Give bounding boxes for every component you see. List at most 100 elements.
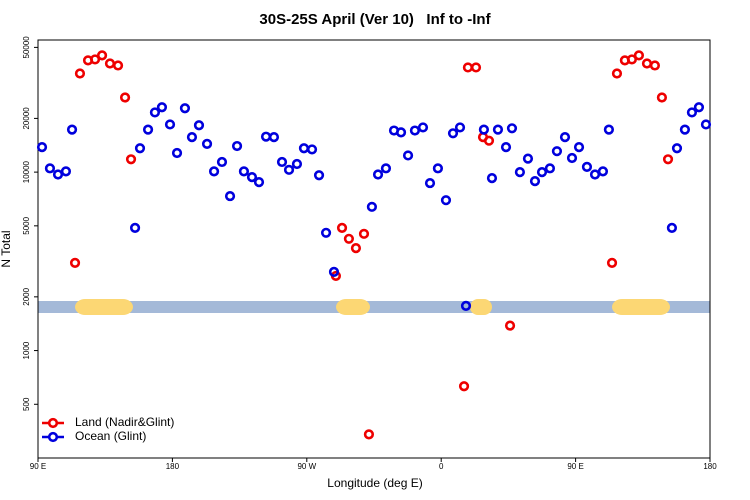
plot-frame: [37, 39, 711, 459]
land-patch: [470, 299, 492, 315]
point: [238, 166, 250, 177]
point: [693, 102, 705, 113]
x-tick-label: 180: [166, 462, 180, 471]
point: [44, 163, 56, 174]
point: [611, 68, 623, 79]
land-strip: [38, 299, 710, 315]
point: [551, 146, 563, 157]
point: [306, 144, 318, 155]
point: [156, 102, 168, 113]
point: [522, 153, 534, 164]
point: [486, 173, 498, 184]
y-tick-label: 20000: [22, 107, 31, 130]
land-patch: [75, 299, 133, 315]
point: [74, 68, 86, 79]
point: [440, 195, 452, 206]
point: [626, 54, 637, 65]
point: [447, 128, 459, 139]
point: [432, 163, 444, 174]
point: [559, 132, 571, 143]
point: [603, 124, 615, 135]
point: [179, 103, 191, 114]
point: [89, 54, 101, 65]
point: [460, 300, 472, 311]
point: [66, 124, 78, 135]
legend-label: Land (Nadir&Glint): [75, 415, 174, 429]
point: [409, 125, 421, 136]
point: [483, 135, 495, 146]
point: [343, 233, 355, 244]
point: [402, 150, 414, 161]
point: [104, 58, 116, 69]
point: [36, 142, 48, 153]
point: [52, 169, 64, 180]
point: [606, 257, 618, 268]
point: [478, 124, 490, 135]
point: [458, 381, 470, 392]
point: [649, 60, 660, 71]
point: [125, 154, 137, 165]
point: [216, 156, 228, 168]
point: [171, 147, 183, 159]
point: [573, 142, 585, 153]
point: [544, 163, 556, 174]
point: [112, 60, 124, 71]
x-axis-label: Longitude (deg E): [327, 476, 422, 490]
x-tick-label: 90 E: [567, 462, 583, 471]
point: [417, 122, 429, 133]
y-tick-label: 1000: [22, 341, 31, 359]
point: [363, 429, 375, 440]
y-tick-label: 2000: [22, 287, 31, 305]
ocean-band: [38, 301, 710, 313]
point: [536, 167, 548, 178]
point: [514, 167, 525, 178]
point: [470, 62, 482, 73]
point: [633, 50, 645, 61]
point: [424, 177, 436, 189]
point: [679, 124, 691, 135]
point: [298, 143, 310, 154]
point: [231, 140, 243, 152]
point: [662, 154, 674, 165]
point: [268, 132, 280, 143]
x-tick-label: 180: [703, 462, 717, 471]
point: [581, 161, 593, 172]
point: [506, 123, 518, 134]
point: [208, 166, 220, 177]
legend-label: Ocean (Glint): [75, 429, 146, 443]
x-tick-label: 0: [439, 462, 444, 471]
land-patch: [612, 299, 670, 315]
legend-marker: [47, 417, 59, 429]
point: [60, 166, 72, 177]
point: [589, 169, 601, 180]
y-axis-label: N Total: [0, 230, 13, 267]
point: [149, 107, 161, 118]
point: [641, 58, 653, 69]
point: [129, 222, 141, 233]
point: [283, 164, 295, 175]
point: [224, 190, 236, 202]
point: [69, 257, 81, 268]
point: [372, 169, 384, 180]
point: [119, 92, 131, 103]
point: [597, 166, 609, 177]
point: [700, 119, 712, 130]
point: [686, 107, 698, 118]
point: [142, 124, 154, 135]
point: [328, 266, 340, 277]
point: [320, 227, 332, 238]
point: [529, 176, 541, 187]
point: [666, 222, 678, 233]
point: [276, 156, 288, 168]
point: [500, 142, 512, 153]
point: [492, 124, 504, 135]
point: [350, 243, 362, 254]
x-tick-label: 90 W: [297, 462, 316, 471]
point: [366, 201, 378, 212]
legend-marker: [47, 431, 59, 443]
point: [246, 172, 258, 183]
point: [504, 320, 516, 331]
point: [358, 228, 370, 239]
y-tick-label: 500: [22, 397, 31, 411]
